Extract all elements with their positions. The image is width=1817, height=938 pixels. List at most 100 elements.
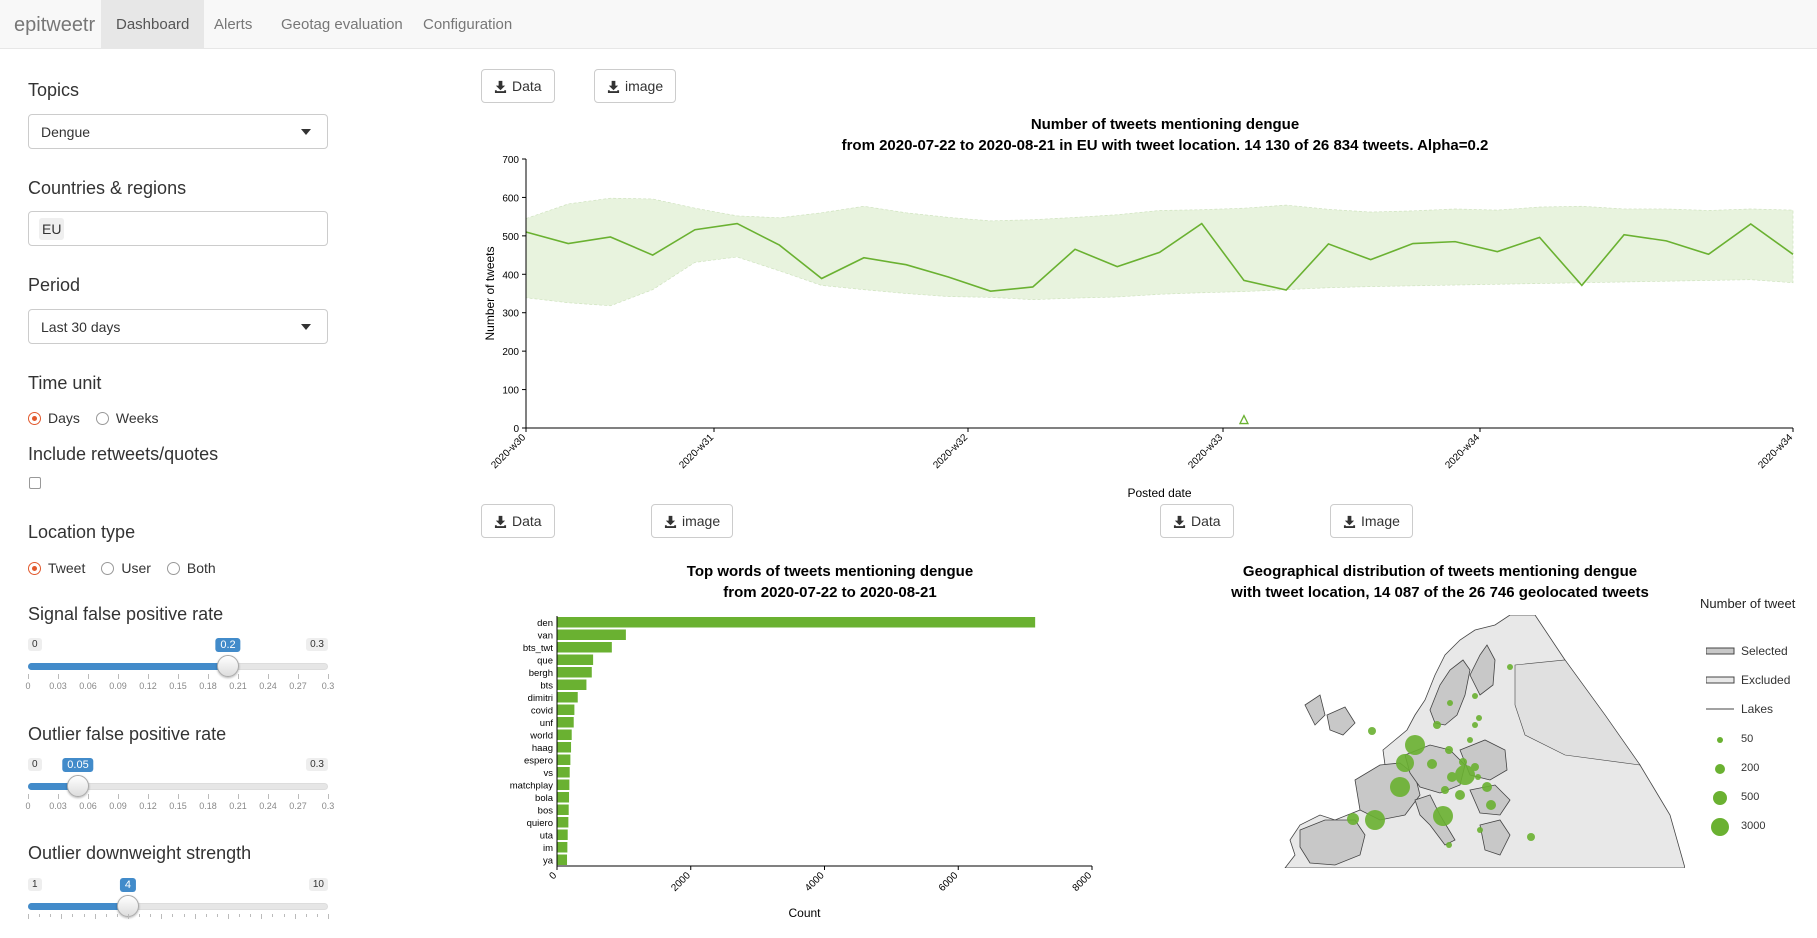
radio-days-label[interactable]: Days xyxy=(48,410,80,426)
radio-tweet-label[interactable]: Tweet xyxy=(48,560,86,576)
slider-tick xyxy=(105,914,107,917)
slider-tick xyxy=(116,914,118,917)
slider-tick xyxy=(118,674,119,679)
map-image-download-button[interactable]: Image xyxy=(1330,504,1413,538)
radio-tweet[interactable] xyxy=(28,561,41,575)
y-tick-label: 300 xyxy=(502,309,519,320)
word-bar xyxy=(557,717,574,728)
word-bar xyxy=(557,804,569,815)
period-select[interactable]: Last 30 days xyxy=(28,309,328,344)
tab-alerts[interactable]: Alerts xyxy=(214,16,253,33)
app-brand[interactable]: epitweetr xyxy=(14,14,96,36)
signal-fpr-label: Signal false positive rate xyxy=(28,604,224,624)
map-data-download-button[interactable]: Data xyxy=(1160,504,1234,538)
slider-handle[interactable] xyxy=(67,775,89,797)
slider-tick xyxy=(61,914,63,919)
slider-tick-label: 0.24 xyxy=(259,681,277,691)
words-image-label: image xyxy=(682,513,721,529)
y-tick-label: 200 xyxy=(502,347,519,358)
chevron-down-icon xyxy=(301,324,311,330)
slider-tick xyxy=(238,674,239,679)
slider-tick-label: 0.03 xyxy=(49,681,67,691)
word-label: haag xyxy=(532,743,553,754)
slider-tick xyxy=(283,914,285,917)
legend-excluded-label: Excluded xyxy=(1741,673,1791,687)
map-chart-title-line1: Geographical distribution of tweets ment… xyxy=(1242,563,1638,580)
radio-both-label[interactable]: Both xyxy=(186,560,216,576)
radio-days[interactable] xyxy=(28,411,41,425)
slider-max-label: 10 xyxy=(308,878,328,891)
x-tick-label: 2020-w31 xyxy=(677,432,716,471)
slider-tick xyxy=(88,674,89,679)
slider-handle[interactable] xyxy=(116,895,139,917)
word-label: bts_twt xyxy=(523,643,553,654)
slider-tick xyxy=(178,674,179,679)
word-bar xyxy=(557,854,568,865)
slider-tick-label: 0.18 xyxy=(199,801,217,811)
line-data-download-button[interactable]: Data xyxy=(481,69,555,103)
radio-weeks-label[interactable]: Weeks xyxy=(115,410,159,426)
radio-user[interactable] xyxy=(101,561,115,575)
slider-min-label: 0 xyxy=(28,758,42,771)
slider-tick xyxy=(172,914,174,917)
slider-tick xyxy=(268,794,269,799)
radio-both[interactable] xyxy=(166,561,180,575)
radio-user-label[interactable]: User xyxy=(121,560,151,576)
slider-tick xyxy=(128,914,129,919)
outlier-downweight-slider[interactable]: 1 10 4 xyxy=(28,878,329,938)
signal-fpr-slider[interactable]: 0 0.3 0.2 0 0.03 0.06 0.09 0.12 0.15 0.18 0.21 0.24… xyxy=(25,638,334,698)
slider-tick-label: 0.24 xyxy=(259,801,277,811)
x-tick-label: 6000 xyxy=(937,870,961,894)
sidebar: Topics Dengue Countries & regions EU Per… xyxy=(0,49,360,919)
slider-tick xyxy=(148,674,149,679)
tab-configuration[interactable]: Configuration xyxy=(423,16,513,33)
series-line xyxy=(525,222,1794,293)
legend-selected-label: Selected xyxy=(1741,644,1788,658)
words-image-download-button[interactable]: image xyxy=(651,504,734,538)
word-bar xyxy=(557,792,570,803)
slider-handle[interactable] xyxy=(217,655,239,677)
word-label: bergh xyxy=(529,668,553,679)
slider-fill xyxy=(28,903,128,910)
line-image-download-button[interactable]: image xyxy=(594,69,677,103)
map-legend-title: Number of tweet xyxy=(1700,596,1796,611)
outlier-fpr-slider[interactable]: 0 0.3 0.05 0 0.03 0.06 0.09 0.12 0.15 0.18 0.21 0.2… xyxy=(25,758,334,818)
legend-size-200: 200 xyxy=(1741,762,1760,774)
line-image-label: image xyxy=(625,78,664,94)
slider-tick xyxy=(148,794,149,799)
x-tick-label: 2020-w34 xyxy=(1756,432,1795,471)
map-image-label: Image xyxy=(1361,513,1400,529)
slider-tick xyxy=(50,914,52,917)
navbar: epitweetr Dashboard Alerts Geotag evalua… xyxy=(0,0,1817,49)
retweets-checkbox[interactable] xyxy=(29,477,41,489)
countries-select[interactable]: EU xyxy=(28,211,328,246)
slider-tick xyxy=(305,914,307,917)
tab-geotag-evaluation[interactable]: Geotag evaluation xyxy=(281,16,403,33)
slider-tick-label: 0 xyxy=(25,681,31,691)
x-tick-label: 0 xyxy=(547,870,559,882)
time-unit-label: Time unit xyxy=(28,373,102,393)
slider-tick xyxy=(316,914,318,917)
slider-fill xyxy=(28,663,228,670)
words-chart-title-line2: from 2020-07-22 to 2020-08-21 xyxy=(723,584,937,601)
word-bar xyxy=(557,667,592,678)
word-label: bola xyxy=(535,793,554,804)
download-icon xyxy=(494,515,507,528)
slider-tick xyxy=(208,794,209,799)
slider-tick xyxy=(268,674,269,679)
slider-tick xyxy=(161,914,163,919)
slider-value-label: 4 xyxy=(119,878,137,892)
radio-weeks[interactable] xyxy=(95,411,109,425)
slider-max-label: 0.3 xyxy=(306,758,328,771)
topics-select[interactable]: Dengue xyxy=(28,114,328,149)
slider-tick xyxy=(328,914,329,919)
tab-dashboard[interactable]: Dashboard xyxy=(101,0,205,48)
slider-ticks: 0 0.03 0.06 0.09 0.12 0.15 0.18 0.21 0.24 0.27 0.3 xyxy=(25,794,334,814)
x-tick-label: 2020-w30 xyxy=(489,432,528,471)
x-tick-label: 8000 xyxy=(1071,870,1095,894)
slider-value-label: 0.05 xyxy=(62,758,94,772)
country-chip[interactable]: EU xyxy=(39,218,65,240)
topics-label: Topics xyxy=(28,80,80,100)
words-data-download-button[interactable]: Data xyxy=(481,504,555,538)
words-chart-title-line1: Top words of tweets mentioning dengue xyxy=(686,563,974,580)
